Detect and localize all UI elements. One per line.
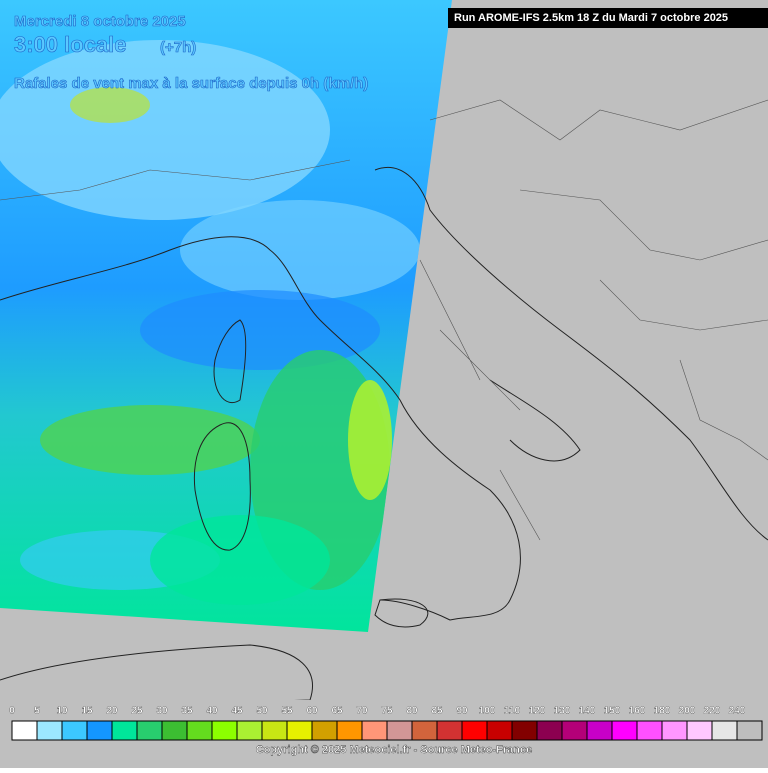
legend-label: 80 xyxy=(406,706,418,717)
legend-swatch xyxy=(336,720,363,741)
legend-swatch xyxy=(511,720,538,741)
legend-label: 120 xyxy=(529,706,546,717)
legend-swatch xyxy=(461,720,488,741)
legend-label: 45 xyxy=(231,706,243,717)
legend-label: 150 xyxy=(604,706,621,717)
date-label: Mercredi 8 octobre 2025 xyxy=(14,13,186,30)
legend-label: 50 xyxy=(256,706,268,717)
legend-swatch xyxy=(186,720,213,741)
legend-label: 90 xyxy=(456,706,468,717)
legend-swatch xyxy=(611,720,638,741)
legend-swatch xyxy=(36,720,63,741)
map-title: Rafales de vent max à la surface depuis … xyxy=(14,75,368,92)
legend-label: 20 xyxy=(106,706,118,717)
legend-label: 200 xyxy=(679,706,696,717)
legend-label: 130 xyxy=(554,706,571,717)
legend-swatch xyxy=(586,720,613,741)
legend-swatch xyxy=(286,720,313,741)
legend-label: 0 xyxy=(9,706,15,717)
legend-label: 240 xyxy=(729,706,746,717)
legend-label: 100 xyxy=(479,706,496,717)
legend-swatch xyxy=(161,720,188,741)
legend-label: 85 xyxy=(431,706,443,717)
legend-label: 15 xyxy=(81,706,93,717)
legend-label: 140 xyxy=(579,706,596,717)
legend-label: 35 xyxy=(181,706,193,717)
legend-label: 160 xyxy=(629,706,646,717)
legend-label: 65 xyxy=(331,706,343,717)
legend-swatch xyxy=(311,720,338,741)
time-label: 3:00 locale xyxy=(14,32,127,57)
legend-swatch xyxy=(211,720,238,741)
legend-swatch xyxy=(136,720,163,741)
legend-swatch xyxy=(561,720,588,741)
legend-label: 70 xyxy=(356,706,368,717)
legend: 0 5 10 15 20 25 30 35 40 45 50 55 60 65 70 75 80 85 90 100 1… xyxy=(9,705,763,741)
legend-label: 75 xyxy=(381,706,393,717)
run-label: Run AROME-IFS 2.5km 18 Z du Mardi 7 octo… xyxy=(454,12,728,24)
legend-swatch xyxy=(386,720,413,741)
legend-label: 25 xyxy=(131,706,143,717)
legend-swatch xyxy=(236,720,263,741)
legend-swatch xyxy=(111,720,138,741)
legend-label: 30 xyxy=(156,706,168,717)
legend-swatch xyxy=(86,720,113,741)
copyright: Copyright © 2025 Meteociel.fr - Source M… xyxy=(256,744,532,756)
legend-swatch xyxy=(261,720,288,741)
legend-swatch xyxy=(636,720,663,741)
legend-swatch xyxy=(411,720,438,741)
legend-label: 180 xyxy=(654,706,671,717)
wind-field xyxy=(0,0,452,632)
legend-swatch xyxy=(711,720,738,741)
offset-label: (+7h) xyxy=(160,39,196,56)
coastlines xyxy=(0,166,768,711)
legend-swatch xyxy=(11,720,38,741)
legend-swatch xyxy=(361,720,388,741)
run-box xyxy=(448,8,768,28)
legend-swatch xyxy=(661,720,688,741)
legend-label: 55 xyxy=(281,706,293,717)
legend-swatch xyxy=(436,720,463,741)
legend-label: 60 xyxy=(306,706,318,717)
legend-swatch xyxy=(736,720,763,741)
legend-label: 110 xyxy=(504,706,521,717)
legend-label: 40 xyxy=(206,706,218,717)
legend-swatch xyxy=(686,720,713,741)
legend-swatch xyxy=(536,720,563,741)
borders xyxy=(0,99,768,541)
legend-label: 220 xyxy=(704,706,721,717)
legend-label: 5 xyxy=(34,706,40,717)
legend-label: 10 xyxy=(56,706,68,717)
legend-swatch xyxy=(486,720,513,741)
legend-swatch xyxy=(61,720,88,741)
